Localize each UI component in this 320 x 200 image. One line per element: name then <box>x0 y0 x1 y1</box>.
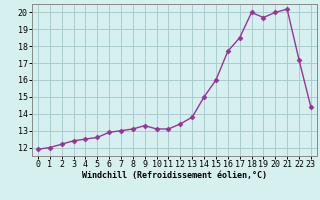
X-axis label: Windchill (Refroidissement éolien,°C): Windchill (Refroidissement éolien,°C) <box>82 171 267 180</box>
